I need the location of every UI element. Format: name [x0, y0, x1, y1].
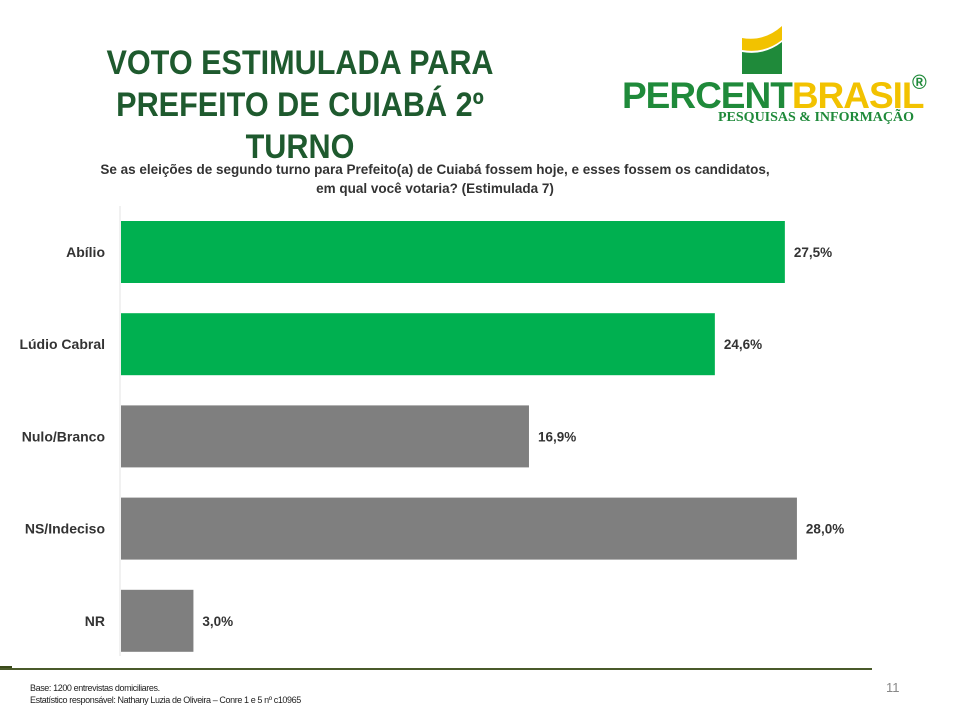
bar	[121, 497, 797, 560]
value-label: 24,6%	[724, 337, 762, 352]
title-line-2: PREFEITO DE CUIABÁ 2º TURNO	[116, 86, 484, 166]
category-label: Nulo/Branco	[22, 428, 105, 444]
bar	[121, 313, 715, 376]
page-title: VOTO ESTIMULADA PARA PREFEITO DE CUIABÁ …	[66, 42, 534, 168]
bar	[121, 221, 785, 283]
footnote-base: Base: 1200 entrevistas domiciliares.	[30, 683, 160, 693]
percentbrasil-logo: PERCENTBRASIL ® PESQUISAS & INFORMAÇÃO	[622, 20, 942, 132]
logo-name-brasil: BRASIL	[791, 75, 925, 116]
category-label: Abílio	[66, 244, 105, 260]
title-line-1: VOTO ESTIMULADA PARA	[106, 44, 494, 82]
bar	[121, 589, 194, 652]
value-label: 3,0%	[202, 614, 233, 629]
registered-mark: ®	[912, 72, 927, 94]
footer-divider	[0, 668, 872, 670]
bar-chart: Abílio 27,5% Lúdio Cabral 24,6% Nulo/Branco 1…	[19, 206, 844, 656]
category-label: NR	[85, 613, 105, 629]
logo-tagline: PESQUISAS & INFORMAÇÃO	[718, 110, 915, 125]
value-label: 27,5%	[794, 245, 832, 260]
footnote: Base: 1200 entrevistas domiciliares. Est…	[30, 682, 301, 706]
page-number: 11	[886, 680, 900, 695]
value-label: 28,0%	[806, 522, 844, 537]
logo-wordmark: PERCENTBRASIL	[622, 75, 925, 116]
bar	[121, 405, 529, 468]
category-label: Lúdio Cabral	[19, 336, 105, 352]
category-label: NS/Indeciso	[25, 521, 105, 537]
value-label: 16,9%	[538, 429, 576, 444]
flag-icon	[742, 26, 782, 74]
chart-question: Se as eleições de segundo turno para Pre…	[100, 162, 770, 196]
footnote-statistician: Estatístico responsável: Nathany Luzia d…	[30, 695, 301, 705]
logo-name-percent: PERCENT	[622, 75, 793, 116]
